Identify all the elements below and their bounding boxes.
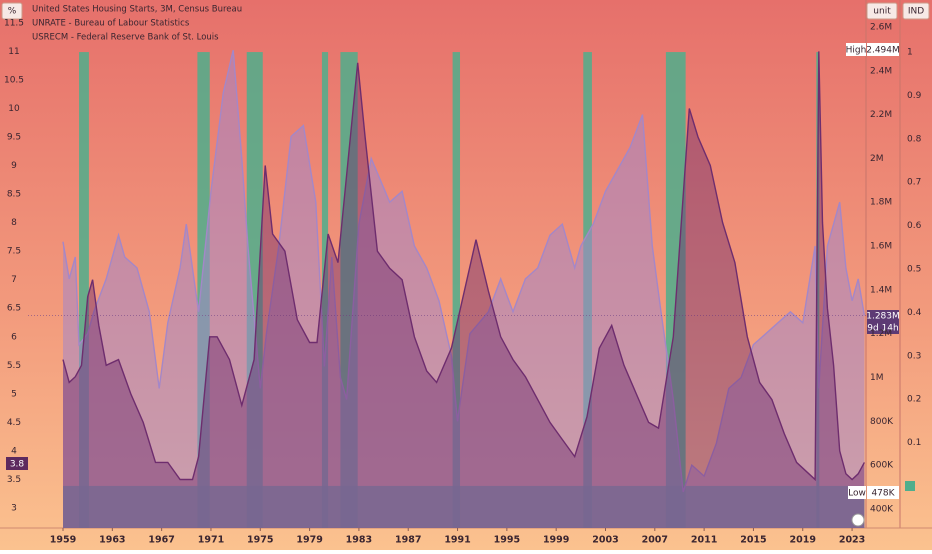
y2-tick-label: 2.2M	[870, 110, 892, 120]
y3-tick-label: 0.2	[907, 395, 921, 405]
y-tick-label: 4.5	[7, 418, 21, 428]
low-label-box	[848, 486, 866, 499]
countdown: 9d 14h	[867, 324, 898, 334]
y3-tick-label: 0.8	[907, 134, 922, 144]
high-label: High	[846, 46, 867, 56]
high-label-box	[846, 43, 866, 56]
recession-bar	[79, 52, 89, 529]
x-tick-label: 1959	[50, 535, 76, 546]
y2-tick-label: 800K	[870, 417, 894, 427]
last-value-box	[867, 310, 899, 334]
x-tick-label: 1987	[395, 535, 421, 546]
x-tick-label: 1999	[543, 535, 569, 546]
x-tick-label: 1991	[444, 535, 470, 546]
last-rate: 3.8	[10, 460, 25, 470]
y3-tick-label: 0.5	[907, 264, 921, 274]
y-tick-label: 4	[11, 446, 17, 456]
series-line	[62, 50, 866, 493]
legend-entry[interactable]: United States Housing Starts, 3M, Census…	[32, 5, 242, 15]
low-value-box	[867, 486, 899, 499]
y2-tick-label: 1.8M	[870, 198, 892, 208]
last-rate-box	[6, 457, 28, 470]
x-tick-label: 1979	[296, 535, 322, 546]
legend-entry[interactable]: USRECM - Federal Reserve Bank of St. Lou…	[32, 33, 219, 43]
axis-title-box	[866, 2, 898, 20]
x-tick-label: 1975	[247, 535, 273, 546]
recession-bar	[321, 52, 329, 529]
x-tick-label: 1971	[198, 535, 224, 546]
series-area	[63, 51, 865, 529]
y2-axis-title: unit	[873, 7, 891, 17]
event-icon[interactable]	[851, 513, 865, 527]
x-tick-label: 1995	[494, 535, 520, 546]
x-tick-label: 1963	[99, 535, 125, 546]
series-area	[63, 50, 865, 528]
y3-tick-label: 0.7	[907, 178, 921, 188]
series-line	[62, 51, 866, 482]
y2-tick-label: 1.2M	[870, 329, 892, 339]
x-tick-label: 2019	[790, 535, 816, 546]
y-tick-label: 5	[11, 389, 17, 399]
low-value: 478K	[871, 489, 895, 499]
x-tick-label: 1983	[346, 535, 372, 546]
y-tick-label: 6.5	[7, 304, 21, 314]
axis-title-box	[902, 2, 930, 20]
y-tick-label: 9	[11, 161, 17, 171]
y3-axis-title: IND	[908, 7, 924, 17]
y-tick-label: 8.5	[7, 190, 21, 200]
y2-tick-label: 2.4M	[870, 66, 892, 76]
x-tick-label: 2003	[592, 535, 618, 546]
x-tick-label: 1967	[148, 535, 174, 546]
y3-tick-label: 0.6	[907, 221, 922, 231]
y-tick-label: 10.5	[4, 75, 24, 85]
y3-tick-label: 0.3	[907, 351, 921, 361]
recession-bar	[452, 52, 461, 529]
y2-tick-label: 1.4M	[870, 285, 892, 295]
y-tick-label: 9.5	[7, 132, 21, 142]
y-tick-label: 5.5	[7, 361, 21, 371]
y-axis-title: %	[8, 7, 17, 17]
y3-tick-label: 0.4	[907, 308, 922, 318]
recession-bar	[816, 52, 820, 529]
y2-tick-label: 1.6M	[870, 242, 892, 252]
legend-entry[interactable]: UNRATE - Bureau of Labour Statistics	[32, 19, 190, 29]
y-tick-label: 11	[8, 47, 19, 57]
high-value: 2.494M	[866, 46, 900, 56]
y-tick-label: 3.5	[7, 475, 21, 485]
y-tick-label: 10	[8, 104, 20, 114]
y-tick-label: 3	[11, 504, 17, 514]
axis-title-box	[1, 2, 23, 20]
y-tick-label: 6	[11, 332, 17, 342]
x-tick-label: 2023	[839, 535, 865, 546]
y2-tick-label: 600K	[870, 461, 894, 471]
last-value: 1.283M	[866, 312, 900, 322]
y2-tick-label: 1M	[870, 373, 884, 383]
x-tick-label: 2011	[691, 535, 717, 546]
x-tick-label: 2007	[642, 535, 668, 546]
y3-tick-label: 1	[907, 48, 913, 58]
y2-tick-label: 2M	[870, 154, 884, 164]
ind-last-marker	[905, 481, 915, 491]
y-tick-label: 11.5	[4, 18, 24, 28]
low-label: Low	[848, 489, 866, 499]
y2-tick-label: 400K	[870, 504, 894, 514]
x-tick-label: 2015	[740, 535, 766, 546]
y3-tick-label: 0.9	[907, 91, 922, 101]
high-value-box	[867, 43, 899, 56]
y-tick-label: 7	[11, 275, 17, 285]
plot	[28, 50, 866, 529]
y-tick-label: 7.5	[7, 247, 21, 257]
y-tick-label: 8	[11, 218, 17, 228]
y2-tick-label: 2.6M	[870, 22, 892, 32]
y3-tick-label: 0.1	[907, 438, 921, 448]
